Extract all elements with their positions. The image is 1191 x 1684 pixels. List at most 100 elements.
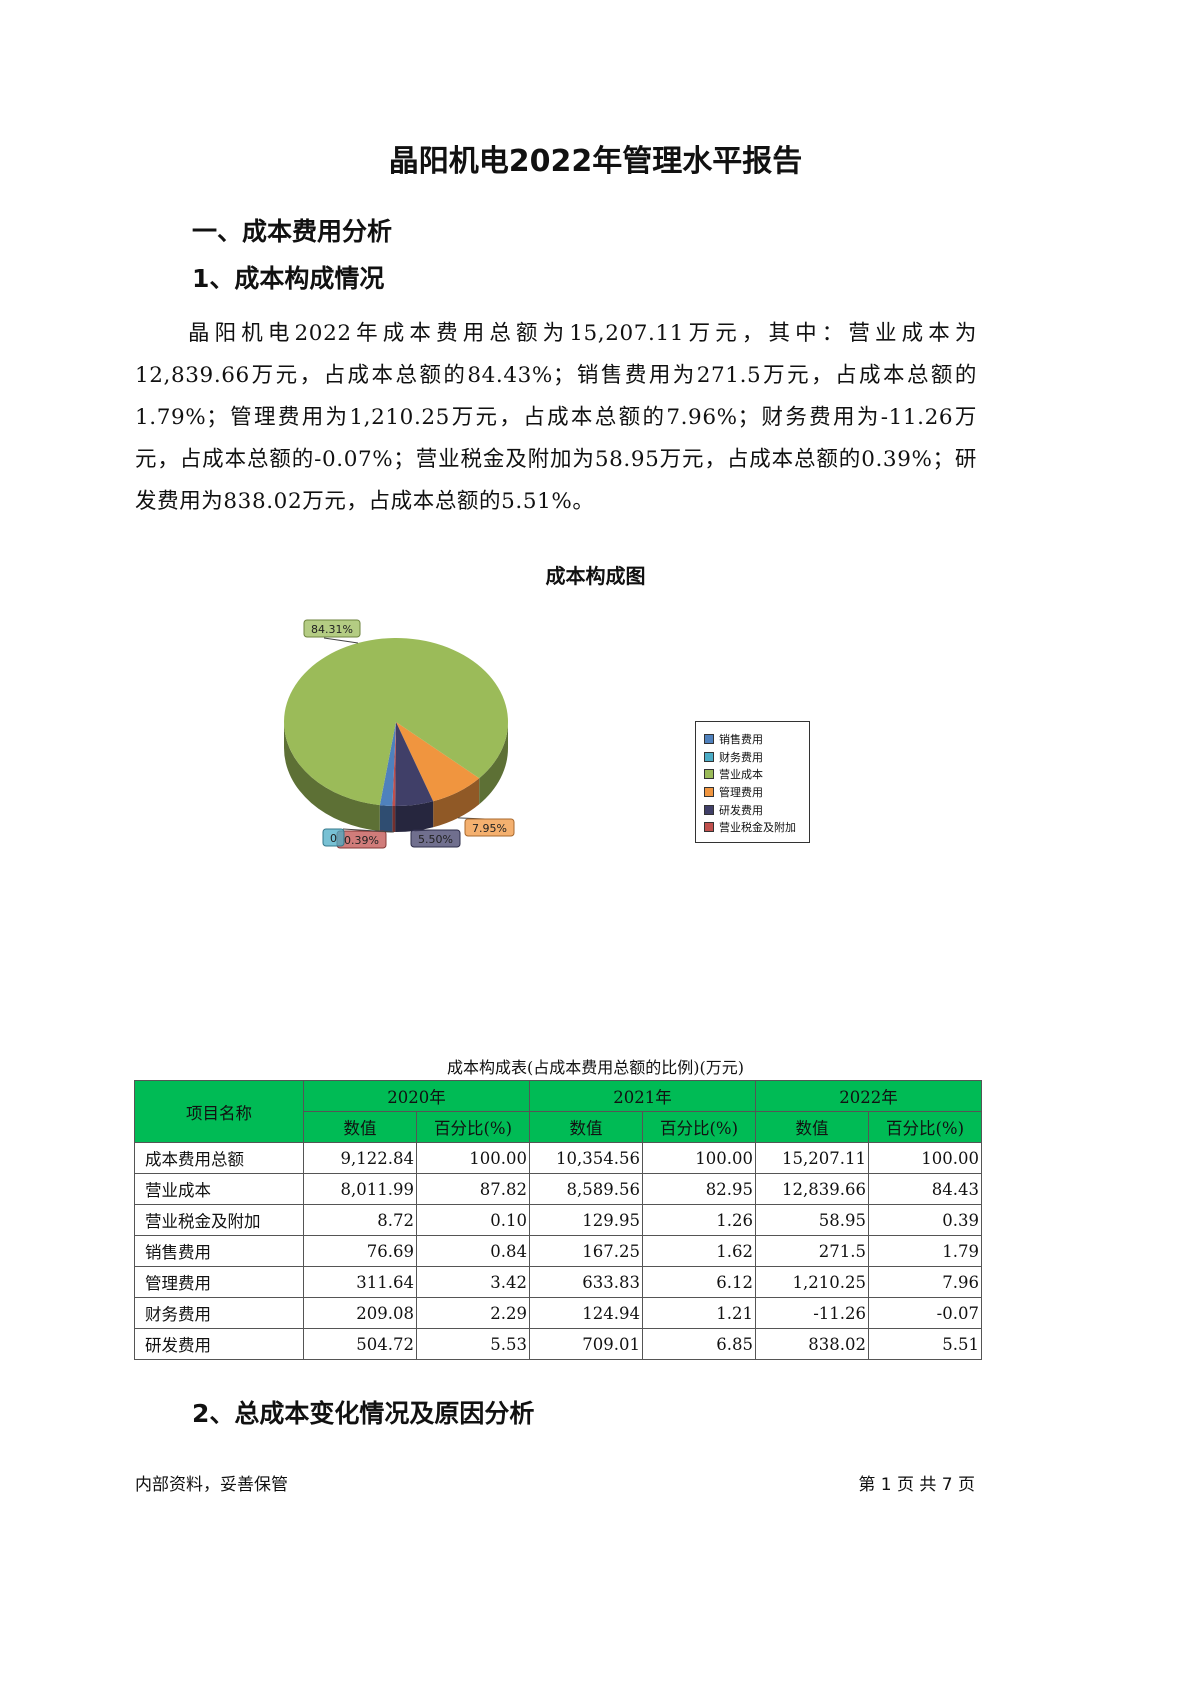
pie-slice — [284, 638, 509, 806]
chart-legend: 销售费用财务费用营业成本管理费用研发费用营业税金及附加 — [695, 721, 810, 843]
pie-slice-side — [433, 778, 480, 828]
cell-value: 5.53 — [416, 1328, 530, 1360]
cell-value: 10,354.56 — [529, 1142, 643, 1174]
cell-value: 311.64 — [303, 1266, 417, 1298]
subsection-heading: 2、总成本变化情况及原因分析 — [192, 1399, 535, 1428]
data-label-box — [464, 818, 515, 837]
legend-label: 营业税金及附加 — [719, 821, 796, 835]
row-label: 销售费用 — [134, 1235, 304, 1267]
label-leader-line — [342, 828, 393, 833]
row-label: 管理费用 — [134, 1266, 304, 1298]
cell-value: 209.08 — [303, 1297, 417, 1329]
cell-value: 3.42 — [416, 1266, 530, 1298]
table-row: 成本费用总额 9,122.84 100.00 10,354.56 100.00 15,20… — [134, 1142, 982, 1174]
pie-slice-side — [479, 722, 508, 805]
legend-label: 管理费用 — [719, 785, 763, 799]
data-label: 84.31% — [311, 623, 353, 636]
cell-value: 84.43 — [868, 1173, 982, 1205]
cell-value: 124.94 — [529, 1297, 643, 1329]
cell-value: 0.39 — [868, 1204, 982, 1236]
row-label: 成本费用总额 — [134, 1142, 304, 1174]
data-label-box — [410, 829, 461, 848]
legend-swatch — [704, 786, 714, 797]
table-row: 营业税金及附加 8.72 0.10 129.95 1.26 58.95 0.39 — [134, 1204, 982, 1236]
legend-label: 销售费用 — [719, 732, 763, 746]
cell-value: -11.26 — [755, 1297, 869, 1329]
table-row: 管理费用 311.64 3.42 633.83 6.12 1,210.25 7.96 — [134, 1266, 982, 1298]
cell-value: 7.96 — [868, 1266, 982, 1298]
row-label: 财务费用 — [134, 1297, 304, 1329]
header-value: 数值 — [755, 1111, 869, 1143]
data-label: 0 — [330, 832, 337, 845]
legend-item: 管理费用 — [696, 783, 809, 801]
header-percent: 百分比(%) — [868, 1111, 982, 1143]
legend-item: 销售费用 — [696, 730, 809, 748]
legend-swatch — [704, 804, 714, 815]
cell-value: 838.02 — [755, 1328, 869, 1360]
row-label: 营业税金及附加 — [134, 1204, 304, 1236]
cell-value: 5.51 — [868, 1328, 982, 1360]
legend-item: 营业成本 — [696, 765, 809, 783]
cell-value: 82.95 — [642, 1173, 756, 1205]
cell-value: 0.10 — [416, 1204, 530, 1236]
cell-value: 129.95 — [529, 1204, 643, 1236]
data-label-box — [303, 619, 361, 638]
data-label-box — [322, 828, 345, 847]
pie-slice-side — [379, 805, 393, 832]
cell-value: 2.29 — [416, 1297, 530, 1329]
summary-paragraph: 晶阳机电2022年成本费用总额为15,207.11万元，其中：营业成本为12,8… — [135, 321, 977, 514]
footer-note: 内部资料，妥善保管 — [135, 1475, 288, 1495]
cell-value: 1.21 — [642, 1297, 756, 1329]
data-label: 5.50% — [418, 833, 453, 846]
chart-title: 成本构成图 — [545, 564, 646, 588]
subsection-heading: 1、成本构成情况 — [192, 264, 385, 293]
cell-value: 58.95 — [755, 1204, 869, 1236]
legend-swatch — [704, 769, 714, 780]
header-percent: 百分比(%) — [642, 1111, 756, 1143]
row-label: 营业成本 — [134, 1173, 304, 1205]
cell-value: 8,589.56 — [529, 1173, 643, 1205]
table-caption: 成本构成表(占成本费用总额的比例)(万元) — [447, 1058, 744, 1077]
cell-value: 15,207.11 — [755, 1142, 869, 1174]
legend-label: 研发费用 — [719, 803, 763, 817]
header-year: 2020年 — [303, 1080, 530, 1112]
cell-value: 6.85 — [642, 1328, 756, 1360]
row-label: 研发费用 — [134, 1328, 304, 1360]
cell-value: 6.12 — [642, 1266, 756, 1298]
cell-value: 100.00 — [642, 1142, 756, 1174]
cell-value: 8.72 — [303, 1204, 417, 1236]
label-leader-line — [323, 637, 359, 644]
cell-value: 1.62 — [642, 1235, 756, 1267]
header-percent: 百分比(%) — [416, 1111, 530, 1143]
legend-swatch — [704, 751, 714, 762]
cell-value: 709.01 — [529, 1328, 643, 1360]
data-label: 7.95% — [472, 822, 507, 835]
legend-label: 营业成本 — [719, 768, 763, 782]
pie-slice-side — [392, 805, 396, 832]
cell-value: 271.5 — [755, 1235, 869, 1267]
cell-value: 100.00 — [416, 1142, 530, 1174]
cell-value: 633.83 — [529, 1266, 643, 1298]
cell-value: 12,839.66 — [755, 1173, 869, 1205]
cell-value: 167.25 — [529, 1235, 643, 1267]
page-title: 晶阳机电2022年管理水平报告 — [388, 144, 803, 179]
data-label: 0.39% — [344, 834, 379, 847]
legend-item: 研发费用 — [696, 801, 809, 819]
section-heading: 一、成本费用分析 — [192, 217, 393, 246]
legend-swatch — [704, 733, 714, 744]
pie-slice — [392, 722, 396, 806]
header-year: 2021年 — [529, 1080, 756, 1112]
cell-value: 1.26 — [642, 1204, 756, 1236]
legend-item: 财务费用 — [696, 748, 809, 766]
pie-slice — [395, 722, 434, 806]
pie-slice-side — [284, 722, 380, 832]
cell-value: 100.00 — [868, 1142, 982, 1174]
cell-value: 8,011.99 — [303, 1173, 417, 1205]
pie-chart: 7.95% 5.50% 0.39% 0 84.31% — [284, 619, 515, 849]
legend-swatch — [704, 822, 714, 833]
pie-slice-side — [395, 801, 434, 832]
table-row: 营业成本 8,011.99 87.82 8,589.56 82.95 12,839.66 8… — [134, 1173, 982, 1205]
cell-value: 1.79 — [868, 1235, 982, 1267]
legend-item: 营业税金及附加 — [696, 818, 809, 836]
